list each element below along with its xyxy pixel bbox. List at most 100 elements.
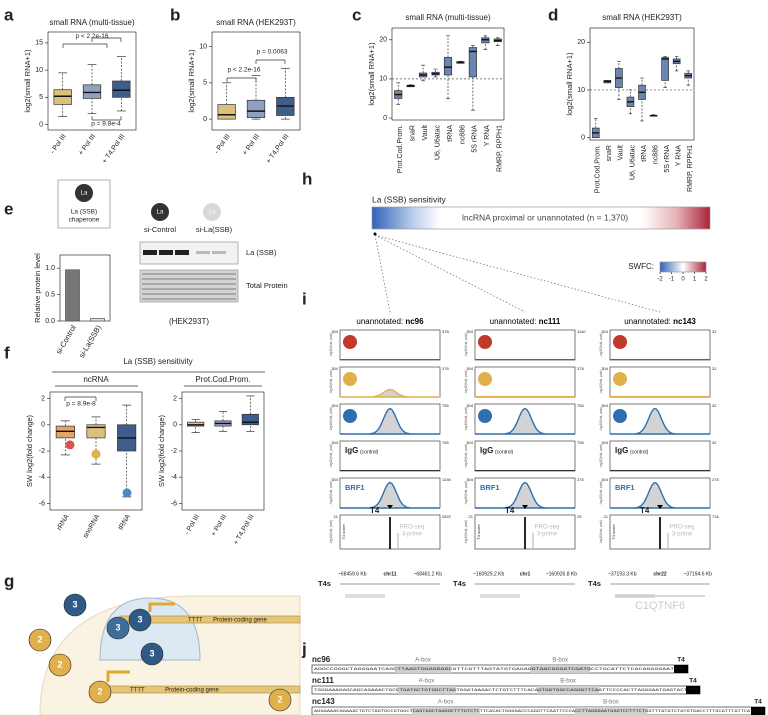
label: 2 [57,659,62,669]
y-tick-label: 10 [199,43,207,50]
plot-title: ncRNA [83,375,109,384]
label: 21 [469,514,474,519]
label: 2 [37,634,42,644]
x-tick-label: nc886 [459,125,466,144]
label: La [209,210,216,216]
arrow [106,670,130,682]
x-tick-label: si-Control [54,323,78,356]
label: -log10(fold, pval) [599,333,603,357]
panel-letter: h [302,169,312,188]
label: 1 [693,277,697,283]
title-prefix: unannotated: [356,317,405,326]
label: La [81,191,88,197]
terminator [751,707,765,715]
label: 32 [712,440,717,445]
plot-title: small RNA (multi-tissue) [49,18,135,27]
y-tick-label: 0 [41,422,45,429]
y-tick-label: -6 [171,500,177,507]
a-box [397,686,456,694]
x-tick-label: + Pol III [242,133,261,157]
polymerase [268,688,292,712]
y-tick-label: 2 [41,395,45,402]
title-name: nc143 [673,317,696,326]
label: -log10(fold, pval) [329,407,333,431]
annotation [345,594,385,598]
connector [374,234,661,313]
label: -log10(fold, pval) [464,407,468,431]
pol-icon [613,409,627,423]
panel-letter: b [170,5,180,24]
box [443,57,453,76]
label: 21 [334,514,339,519]
label: -log10(fold, pval) [329,333,333,357]
label: -log10(fold, pval) [464,370,468,394]
marker [522,505,528,509]
box [661,57,669,81]
x-tick-label: RMRP, RPPH1 [497,125,504,172]
sequence: AGGCCGGGCTAGGGAATCAGCTTAAGTGGAGGAGCGTTCG… [314,668,687,672]
signal [610,408,710,435]
label: -log10(fold, pval) [464,481,468,505]
polymerase [88,680,112,704]
label: A-box [419,679,435,685]
blot-band [142,288,236,290]
label: ~68461.2 Kb [414,571,443,577]
label: -log10(fold, pval) [329,481,333,505]
label: A-box [438,700,454,706]
label: -log10(fold, pval) [464,444,468,468]
label: 304 [466,366,473,371]
label: -log10(fold, pval) [599,370,603,394]
label: PRO-seq [400,525,425,531]
marker [373,232,377,236]
label: T4 [689,678,697,685]
blot-band [142,273,236,275]
label: T4 [754,699,762,706]
x-tick-label: Prot.Cod.Prom. [595,145,602,193]
icon-box [57,179,111,229]
y-tick-label: -4 [39,474,45,481]
label: 275 [577,477,584,482]
label: IgG [615,446,628,455]
title-name: nc111 [539,317,561,326]
label: lncRNA proximal or unannotated (n = 1,37… [462,212,628,222]
y-tick-label: 0 [203,116,207,123]
blot-band [212,251,226,254]
polymerase [106,616,130,640]
panel-letter: e [4,199,13,218]
label: 304 [331,440,338,445]
connector [374,234,391,313]
pol-icon [343,335,357,349]
blot-band [175,250,189,255]
label: T4s [453,579,466,588]
pol-icon [91,449,101,459]
x-tick-label: + T4,Pol III [233,513,256,546]
label: (control) [360,449,379,455]
terminator: TTTT [130,688,145,694]
label: B-box [552,658,568,664]
y-tick-label: 2 [173,395,177,402]
arrow [148,602,175,612]
label: La (SSB) sensitivity [372,194,446,204]
polymerase [140,642,164,666]
label: La (SSB) [71,209,97,216]
label: 21 [604,514,609,519]
bar [65,269,80,322]
label: 755 [577,440,584,445]
x-tick-label: Y RNA [484,125,491,147]
label: 32 [712,403,717,408]
label: 2822 [442,514,452,519]
label: 304 [331,477,338,482]
p-value: p = 9.8e-4 [91,121,121,128]
label: -log10(fold, pval) [329,520,333,544]
pol-icon [478,409,492,423]
y-tick-label: 0.0 [45,318,55,325]
pol-icon [343,372,357,386]
x-tick-label: snaR [410,125,417,141]
box [82,84,102,99]
marker [657,505,663,509]
pol-icon [613,335,627,349]
y-tick-label: -4 [171,474,177,481]
x-tick-label: Prot.Cod.Prom. [397,125,404,173]
blot-band [142,293,236,295]
x-tick-label: U6, U6atac [434,125,441,161]
